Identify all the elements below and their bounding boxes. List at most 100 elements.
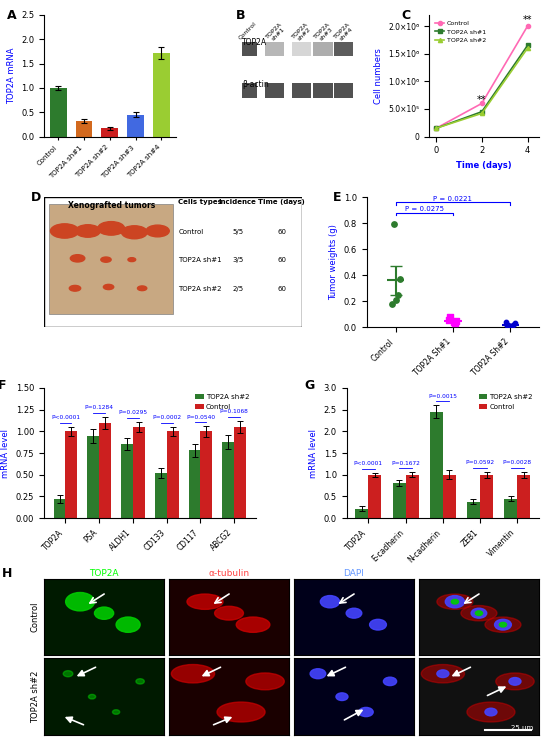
Text: Cells types: Cells types xyxy=(178,199,222,205)
Ellipse shape xyxy=(485,617,521,632)
TOP2A sh#1 xyxy=(524,41,531,50)
Text: E: E xyxy=(332,190,341,203)
Circle shape xyxy=(471,608,487,618)
Circle shape xyxy=(475,611,482,616)
Text: C: C xyxy=(402,9,411,22)
Text: TOP2A
sh#1: TOP2A sh#1 xyxy=(265,21,287,44)
Legend: TOP2A sh#2, Control: TOP2A sh#2, Control xyxy=(192,392,252,412)
Bar xyxy=(265,42,284,56)
Text: P=0.0002: P=0.0002 xyxy=(152,416,182,421)
Text: Xenografted tumors: Xenografted tumors xyxy=(68,201,155,210)
X-axis label: Time (days): Time (days) xyxy=(456,160,512,170)
Text: 60: 60 xyxy=(277,286,286,292)
Circle shape xyxy=(65,592,95,611)
Text: P=0.0015: P=0.0015 xyxy=(428,394,457,399)
Circle shape xyxy=(446,596,465,608)
Line: TOP2A sh#2: TOP2A sh#2 xyxy=(434,46,530,130)
Point xyxy=(509,319,518,331)
Point xyxy=(395,273,404,285)
Circle shape xyxy=(122,226,147,238)
Circle shape xyxy=(70,255,85,262)
Bar xyxy=(155,473,167,518)
Bar xyxy=(87,436,99,518)
Text: 25 μm: 25 μm xyxy=(511,725,533,731)
Ellipse shape xyxy=(437,594,473,609)
Text: P=0.0540: P=0.0540 xyxy=(186,415,215,419)
TOP2A sh#2 xyxy=(524,44,531,52)
Text: TOP2A
sh#2: TOP2A sh#2 xyxy=(292,21,313,44)
Bar xyxy=(467,502,480,518)
Circle shape xyxy=(136,679,144,684)
Text: Control: Control xyxy=(238,21,258,40)
Circle shape xyxy=(452,599,459,604)
Circle shape xyxy=(383,677,397,686)
TOP2A sh#2 xyxy=(433,124,439,133)
Bar xyxy=(121,444,133,518)
Circle shape xyxy=(116,617,140,632)
Point xyxy=(444,314,453,326)
TOP2A sh#2 xyxy=(478,109,485,118)
Legend: Control, TOP2A sh#1, TOP2A sh#2: Control, TOP2A sh#1, TOP2A sh#2 xyxy=(432,18,488,46)
Control xyxy=(524,22,531,31)
Point xyxy=(390,218,399,230)
Bar xyxy=(133,427,145,518)
Ellipse shape xyxy=(214,606,244,620)
Bar xyxy=(153,53,170,136)
TOP2A sh#1 xyxy=(478,107,485,116)
Bar xyxy=(50,88,67,136)
Circle shape xyxy=(89,694,96,699)
Ellipse shape xyxy=(217,702,265,722)
Bar xyxy=(443,475,456,518)
Text: P = 0.0275: P = 0.0275 xyxy=(405,206,444,212)
Circle shape xyxy=(499,622,507,627)
Text: Control: Control xyxy=(178,229,204,235)
Text: **: ** xyxy=(477,95,487,106)
Circle shape xyxy=(98,221,125,236)
Circle shape xyxy=(113,710,120,714)
Circle shape xyxy=(336,693,348,700)
Text: D: D xyxy=(31,190,41,203)
TOP2A sh#1 xyxy=(433,124,439,133)
Bar xyxy=(405,475,419,518)
Circle shape xyxy=(509,677,521,686)
Bar xyxy=(480,475,493,518)
Text: P=0.1284: P=0.1284 xyxy=(85,405,114,410)
Text: TOP2A: TOP2A xyxy=(242,38,267,47)
Text: Time (days): Time (days) xyxy=(258,199,305,205)
Ellipse shape xyxy=(187,594,223,609)
Circle shape xyxy=(370,620,387,630)
Point xyxy=(388,298,397,310)
Circle shape xyxy=(69,286,81,291)
Circle shape xyxy=(101,257,111,262)
Point xyxy=(510,317,519,329)
Bar xyxy=(292,83,311,98)
Text: TOP2A
sh#4: TOP2A sh#4 xyxy=(334,21,356,44)
Bar xyxy=(237,42,257,56)
Bar xyxy=(430,412,443,518)
Line: Control: Control xyxy=(434,24,530,130)
Circle shape xyxy=(437,670,449,677)
Text: P<0.0001: P<0.0001 xyxy=(51,416,80,421)
Y-axis label: Cell numbers: Cell numbers xyxy=(373,48,383,104)
Bar xyxy=(49,204,173,314)
Bar xyxy=(237,83,257,98)
Bar xyxy=(222,442,234,518)
Ellipse shape xyxy=(467,702,515,722)
Circle shape xyxy=(310,669,326,679)
Bar xyxy=(504,499,517,518)
Bar xyxy=(334,83,353,98)
Bar xyxy=(65,431,77,518)
Bar xyxy=(314,42,333,56)
Control xyxy=(433,124,439,133)
Text: Incidence: Incidence xyxy=(219,199,257,205)
Bar xyxy=(200,431,212,518)
Bar xyxy=(517,475,530,518)
Text: P = 0.0221: P = 0.0221 xyxy=(433,196,472,202)
Ellipse shape xyxy=(461,605,497,621)
Circle shape xyxy=(75,225,100,237)
Bar xyxy=(314,83,333,98)
Bar xyxy=(189,451,200,518)
Y-axis label: TOP2A mRNA: TOP2A mRNA xyxy=(7,47,15,104)
Point xyxy=(452,315,461,327)
Text: TOP2A sh#1: TOP2A sh#1 xyxy=(178,257,222,263)
